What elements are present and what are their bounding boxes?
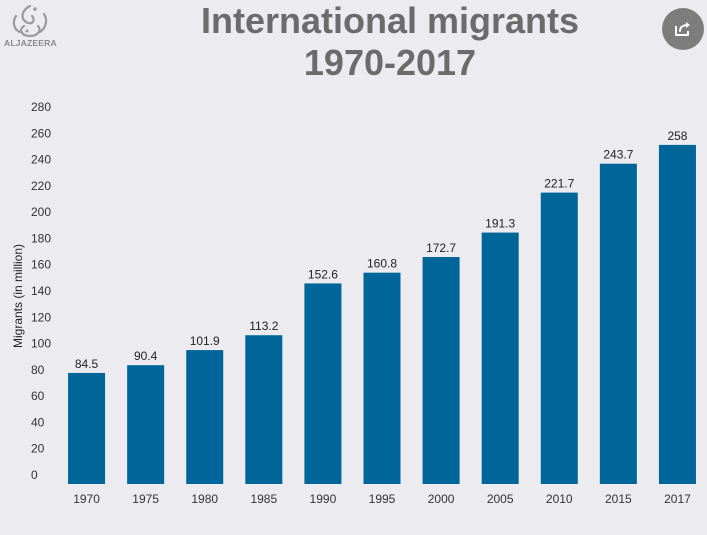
y-tick-label: 220 (31, 179, 51, 193)
x-tick-label-2015: 2015 (605, 492, 632, 506)
bar-2005[interactable] (481, 232, 519, 484)
share-icon (675, 22, 690, 36)
data-label-1970: 84.5 (75, 357, 99, 371)
y-tick-label: 20 (31, 442, 45, 456)
x-tick-label-1995: 1995 (369, 492, 396, 506)
data-label-1985: 113.2 (249, 319, 278, 333)
y-tick-label: 200 (31, 205, 51, 219)
y-tick-label: 80 (31, 363, 45, 377)
title-line-2: 1970-2017 (303, 42, 477, 83)
bars (68, 144, 696, 485)
bar-2015[interactable] (599, 163, 637, 485)
y-tick-label: 280 (31, 100, 51, 114)
x-axis-ticks: 1970 1975 1980 1985 1990 1995 2000 2005 2010 2015… (73, 492, 691, 506)
x-tick-label-1975: 1975 (132, 492, 159, 506)
x-tick-label-2010: 2010 (546, 492, 573, 506)
aljazeera-logo-text: ALJAZEERA (4, 38, 57, 48)
data-label-2005: 191.3 (485, 217, 515, 231)
x-tick-label-1980: 1980 (191, 492, 218, 506)
data-label-2017: 258 (667, 129, 687, 143)
aljazeera-logo-icon (12, 4, 48, 38)
data-label-1990: 152.6 (308, 267, 338, 281)
y-tick-label: 180 (31, 231, 51, 245)
bar-1980[interactable] (186, 350, 224, 484)
y-tick-label: 120 (31, 310, 51, 324)
y-tick-label: 60 (31, 389, 45, 403)
bar-2017[interactable] (658, 144, 696, 484)
x-tick-label-2005: 2005 (487, 492, 514, 506)
bar-1975[interactable] (127, 365, 165, 484)
x-tick-label-1985: 1985 (250, 492, 277, 506)
y-tick-label: 240 (31, 153, 51, 167)
data-label-2015: 243.7 (603, 148, 633, 162)
y-tick-label: 100 (31, 337, 51, 351)
aljazeera-logo (2, 2, 58, 54)
bar-2010[interactable] (540, 192, 578, 484)
bar-2000[interactable] (422, 257, 460, 484)
x-tick-label-1970: 1970 (73, 492, 100, 506)
x-tick-label-2000: 2000 (428, 492, 455, 506)
data-label-1975: 90.4 (134, 349, 158, 363)
y-tick-label: 160 (31, 258, 51, 272)
bar-1970[interactable] (68, 372, 106, 484)
x-tick-label-1990: 1990 (310, 492, 337, 506)
data-labels: 84.5 90.4 101.9 113.2 152.6 160.8 172.7 191.3 22… (75, 129, 688, 371)
title-line-1: International migrants (200, 0, 580, 41)
data-label-1995: 160.8 (367, 257, 397, 271)
data-label-2010: 221.7 (544, 177, 574, 191)
y-axis-label: Migrants (in million) (11, 244, 25, 348)
page-title: International migrants 1970-2017 (150, 0, 630, 84)
bar-1985[interactable] (245, 335, 283, 484)
x-tick-label-2017: 2017 (664, 492, 691, 506)
data-label-2000: 172.7 (426, 241, 456, 255)
bar-1990[interactable] (304, 283, 342, 484)
bar-1995[interactable] (363, 272, 401, 484)
y-tick-label: 0 (31, 468, 38, 482)
y-tick-label: 40 (31, 415, 45, 429)
data-label-1980: 101.9 (190, 334, 220, 348)
share-button[interactable] (662, 8, 704, 50)
y-axis-ticks: 0 20 40 60 80 100 120 140 160 180 200 220 240 260 280 (31, 100, 51, 482)
y-tick-label: 140 (31, 284, 51, 298)
y-tick-label: 260 (31, 126, 51, 140)
